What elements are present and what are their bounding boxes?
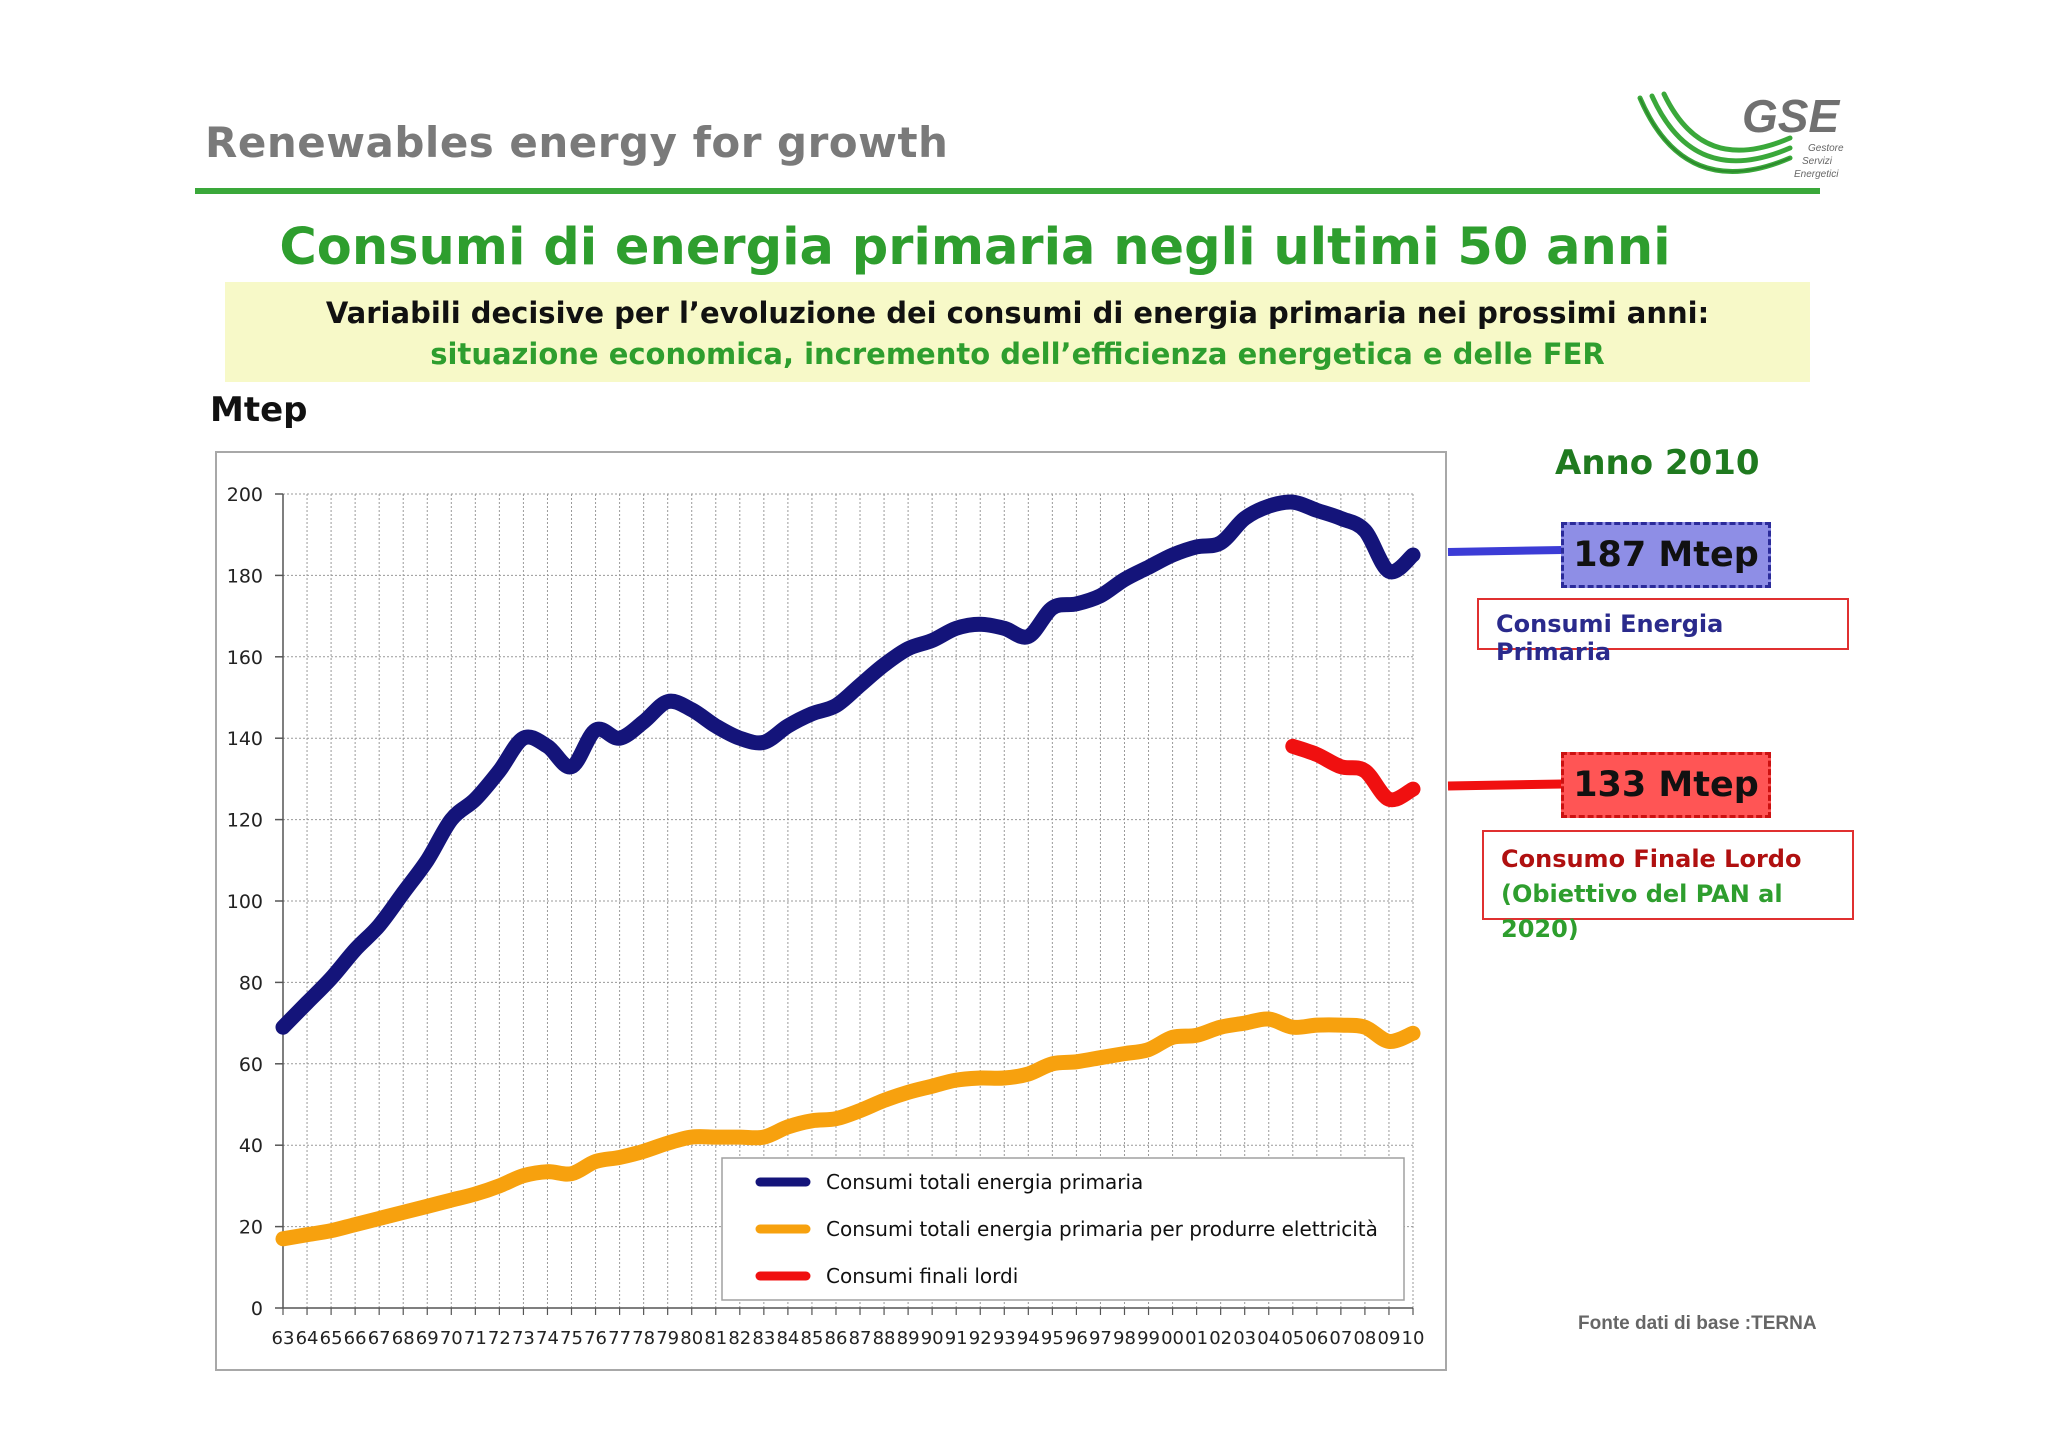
x-tick-label: 03 bbox=[1233, 1328, 1256, 1349]
x-tick-label: 63 bbox=[272, 1328, 295, 1349]
x-tick-label: 06 bbox=[1305, 1328, 1328, 1349]
logo-line-3: Energetici bbox=[1794, 169, 1839, 180]
final-connector-line bbox=[1447, 779, 1564, 791]
final-label-line-2: (Obiettivo del PAN al 2020) bbox=[1501, 880, 1783, 943]
x-tick-label: 92 bbox=[969, 1328, 992, 1349]
y-tick-label: 40 bbox=[239, 1135, 263, 1157]
x-tick-label: 00 bbox=[1161, 1328, 1184, 1349]
banner-line-1: Variabili decisive per l’evoluzione dei … bbox=[325, 296, 1710, 330]
final-label-box: Consumo Finale Lordo (Obiettivo del PAN … bbox=[1482, 830, 1854, 943]
x-tick-label: 77 bbox=[608, 1328, 631, 1349]
y-tick-label: 140 bbox=[227, 728, 263, 750]
x-tick-label: 67 bbox=[368, 1328, 391, 1349]
y-tick-label: 20 bbox=[239, 1217, 263, 1239]
x-tick-label: 78 bbox=[632, 1328, 655, 1349]
logo-line-1: Gestore bbox=[1808, 143, 1844, 154]
legend-label: Consumi totali energia primaria bbox=[826, 1170, 1143, 1194]
x-tick-label: 66 bbox=[344, 1328, 367, 1349]
x-tick-label: 09 bbox=[1378, 1328, 1401, 1349]
x-tick-label: 87 bbox=[849, 1328, 872, 1349]
x-tick-label: 01 bbox=[1185, 1328, 1208, 1349]
x-tick-label: 99 bbox=[1137, 1328, 1160, 1349]
x-tick-label: 95 bbox=[1041, 1328, 1064, 1349]
y-tick-label: 100 bbox=[227, 891, 263, 913]
primary-value-box: 187 Mtep bbox=[1561, 522, 1771, 588]
x-tick-label: 90 bbox=[921, 1328, 944, 1349]
x-tick-label: 89 bbox=[897, 1328, 920, 1349]
logo-line-2: Servizi bbox=[1802, 156, 1833, 167]
x-tick-label: 88 bbox=[873, 1328, 896, 1349]
legend-label: Consumi totali energia primaria per prod… bbox=[826, 1217, 1378, 1241]
x-tick-label: 76 bbox=[584, 1328, 607, 1349]
y-tick-label: 160 bbox=[227, 647, 263, 669]
x-tick-label: 71 bbox=[464, 1328, 487, 1349]
source-note: Fonte dati di base :TERNA bbox=[1578, 1313, 1817, 1334]
x-tick-label: 04 bbox=[1257, 1328, 1280, 1349]
x-tick-label: 08 bbox=[1353, 1328, 1376, 1349]
x-tick-label: 05 bbox=[1281, 1328, 1304, 1349]
x-tick-label: 65 bbox=[320, 1328, 343, 1349]
x-tick-label: 64 bbox=[296, 1328, 319, 1349]
x-tick-label: 72 bbox=[488, 1328, 511, 1349]
legend-box bbox=[721, 1157, 1405, 1301]
annotation-year: Anno 2010 bbox=[1555, 443, 1760, 483]
x-tick-label: 93 bbox=[993, 1328, 1016, 1349]
x-tick-label: 73 bbox=[512, 1328, 535, 1349]
x-tick-label: 75 bbox=[560, 1328, 583, 1349]
x-tick-label: 98 bbox=[1113, 1328, 1136, 1349]
header-divider bbox=[195, 188, 1820, 194]
y-axis-unit-label: Mtep bbox=[210, 390, 308, 430]
slide-title: Consumi di energia primaria negli ultimi… bbox=[279, 218, 1671, 277]
series-primary-energy-line bbox=[275, 494, 1421, 1035]
x-tick-label: 81 bbox=[704, 1328, 727, 1349]
x-tick-label: 02 bbox=[1209, 1328, 1232, 1349]
x-tick-label: 69 bbox=[416, 1328, 439, 1349]
y-tick-label: 180 bbox=[227, 565, 263, 587]
x-tick-label: 70 bbox=[440, 1328, 463, 1349]
series-final-consumption-line bbox=[1285, 738, 1421, 808]
x-tick-label: 84 bbox=[776, 1328, 799, 1349]
y-tick-label: 200 bbox=[227, 484, 263, 506]
banner-line-2: situazione economica, incremento dell’ef… bbox=[430, 337, 1605, 371]
x-tick-label: 97 bbox=[1089, 1328, 1112, 1349]
legend-label: Consumi finali lordi bbox=[826, 1264, 1018, 1288]
x-tick-label: 82 bbox=[728, 1328, 751, 1349]
x-tick-label: 74 bbox=[536, 1328, 559, 1349]
x-tick-label: 68 bbox=[392, 1328, 415, 1349]
x-tick-label: 85 bbox=[800, 1328, 823, 1349]
logo-text: GSE bbox=[1742, 90, 1840, 142]
x-tick-label: 83 bbox=[752, 1328, 775, 1349]
x-tick-label: 86 bbox=[825, 1328, 848, 1349]
x-tick-label: 80 bbox=[680, 1328, 703, 1349]
x-tick-label: 07 bbox=[1329, 1328, 1352, 1349]
y-tick-label: 80 bbox=[239, 972, 263, 994]
primary-label-box: Consumi Energia Primaria bbox=[1477, 598, 1849, 666]
gse-logo: GSE Gestore Servizi Energetici bbox=[1637, 90, 1844, 180]
header-title: Renewables energy for growth bbox=[205, 118, 949, 167]
y-tick-label: 120 bbox=[227, 810, 263, 832]
banner-background bbox=[225, 282, 1810, 382]
x-tick-label: 96 bbox=[1065, 1328, 1088, 1349]
series-electricity-line bbox=[275, 1011, 1421, 1247]
primary-connector-line bbox=[1447, 546, 1564, 556]
final-label-line-1: Consumo Finale Lordo bbox=[1501, 845, 1802, 873]
y-tick-label: 0 bbox=[251, 1298, 263, 1320]
final-value-box: 133 Mtep bbox=[1561, 752, 1771, 818]
x-tick-label: 10 bbox=[1402, 1328, 1425, 1349]
y-tick-label: 60 bbox=[239, 1054, 263, 1076]
x-tick-label: 94 bbox=[1017, 1328, 1040, 1349]
x-tick-label: 91 bbox=[945, 1328, 968, 1349]
x-tick-label: 79 bbox=[656, 1328, 679, 1349]
